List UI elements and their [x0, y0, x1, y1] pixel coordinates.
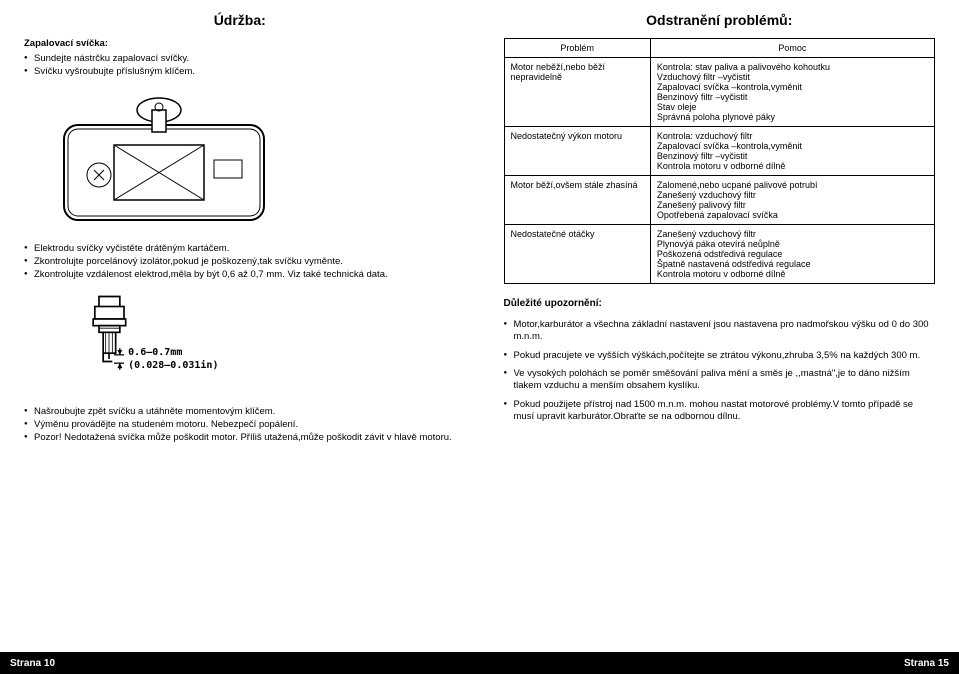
step-unscrew: Svíčku vyšroubujte příslušným klíčem.	[24, 66, 456, 77]
trouble-table: Problém Pomoc Motor neběží,nebo běží nep…	[504, 38, 936, 284]
spark-steps-bottom: Našroubujte zpět svíčku a utáhněte momen…	[24, 406, 456, 443]
help-stalls: Zalomené,nebo ucpané palivové potrubí Za…	[650, 176, 934, 225]
table-row: Nedostatečné otáčky Zanešený vzduchový f…	[504, 225, 935, 284]
notice-power-loss: Pokud pracujete ve vyšších výškách,počít…	[504, 350, 936, 362]
gap-mm: 0.6–0.7mm	[128, 347, 182, 358]
help-no-run: Kontrola: stav paliva a palivového kohou…	[650, 58, 934, 127]
step-warning-torque: Pozor! Nedotažená svíčka může poškodit m…	[24, 432, 456, 443]
spark-steps-top: Sundejte nástrčku zapalovací svíčky. Sví…	[24, 53, 456, 77]
left-page-number: Strana 10	[10, 658, 55, 669]
left-footer: Strana 10	[0, 652, 480, 674]
right-footer: Strana 15	[480, 652, 959, 674]
step-remove-cap: Sundejte nástrčku zapalovací svíčky.	[24, 53, 456, 64]
notice-rich-mixture: Ve vysokých polohách se poměr směšování …	[504, 368, 936, 393]
help-low-power: Kontrola: vzduchový filtr Zapalovací sví…	[650, 127, 934, 176]
notice-above-1500: Pokud použijete přístroj nad 1500 m.n.m.…	[504, 399, 936, 424]
step-check-insulator: Zkontrolujte porcelánový izolátor,pokud …	[24, 256, 456, 267]
step-screw-back: Našroubujte zpět svíčku a utáhněte momen…	[24, 406, 456, 417]
maintenance-title: Údržba:	[24, 12, 456, 28]
step-clean-electrode: Elektrodu svíčky vyčistěte drátěným kart…	[24, 243, 456, 254]
right-page-number: Strana 15	[904, 658, 949, 669]
col-problem: Problém	[504, 39, 650, 58]
table-row: Motor běží,ovšem stále zhasíná Zalomené,…	[504, 176, 935, 225]
help-low-rpm: Zanešený vzduchový filtr Plynovýá páka o…	[650, 225, 934, 284]
spark-steps-mid: Elektrodu svíčky vyčistěte drátěným kart…	[24, 243, 456, 280]
table-row: Nedostatečný výkon motoru Kontrola: vzdu…	[504, 127, 935, 176]
table-header-row: Problém Pomoc	[504, 39, 935, 58]
right-page: Odstranění problémů: Problém Pomoc Motor…	[480, 0, 959, 674]
step-cold-engine: Výměnu provádějte na studeném motoru. Ne…	[24, 419, 456, 430]
gap-in: (0.028–0.031in)	[128, 359, 218, 371]
col-help: Pomoc	[650, 39, 934, 58]
spark-plug-illustration: 0.6–0.7mm (0.028–0.031in)	[74, 284, 224, 404]
troubleshoot-title: Odstranění problémů:	[504, 12, 936, 28]
step-check-gap: Zkontrolujte vzdálenost elektrod,měla by…	[24, 269, 456, 280]
problem-low-rpm: Nedostatečné otáčky	[504, 225, 650, 284]
spark-plug-heading: Zapalovací svíčka:	[24, 38, 456, 49]
problem-stalls: Motor běží,ovšem stále zhasíná	[504, 176, 650, 225]
left-page: Údržba: Zapalovací svíčka: Sundejte nást…	[0, 0, 480, 674]
engine-illustration	[54, 85, 274, 235]
problem-low-power: Nedostatečný výkon motoru	[504, 127, 650, 176]
notice-altitude-base: Motor,karburátor a všechna základní nast…	[504, 319, 936, 344]
table-row: Motor neběží,nebo běží nepravidelně Kont…	[504, 58, 935, 127]
important-notice-title: Důležité upozornění:	[504, 298, 936, 309]
notice-list: Motor,karburátor a všechna základní nast…	[504, 319, 936, 423]
problem-no-run: Motor neběží,nebo běží nepravidelně	[504, 58, 650, 127]
